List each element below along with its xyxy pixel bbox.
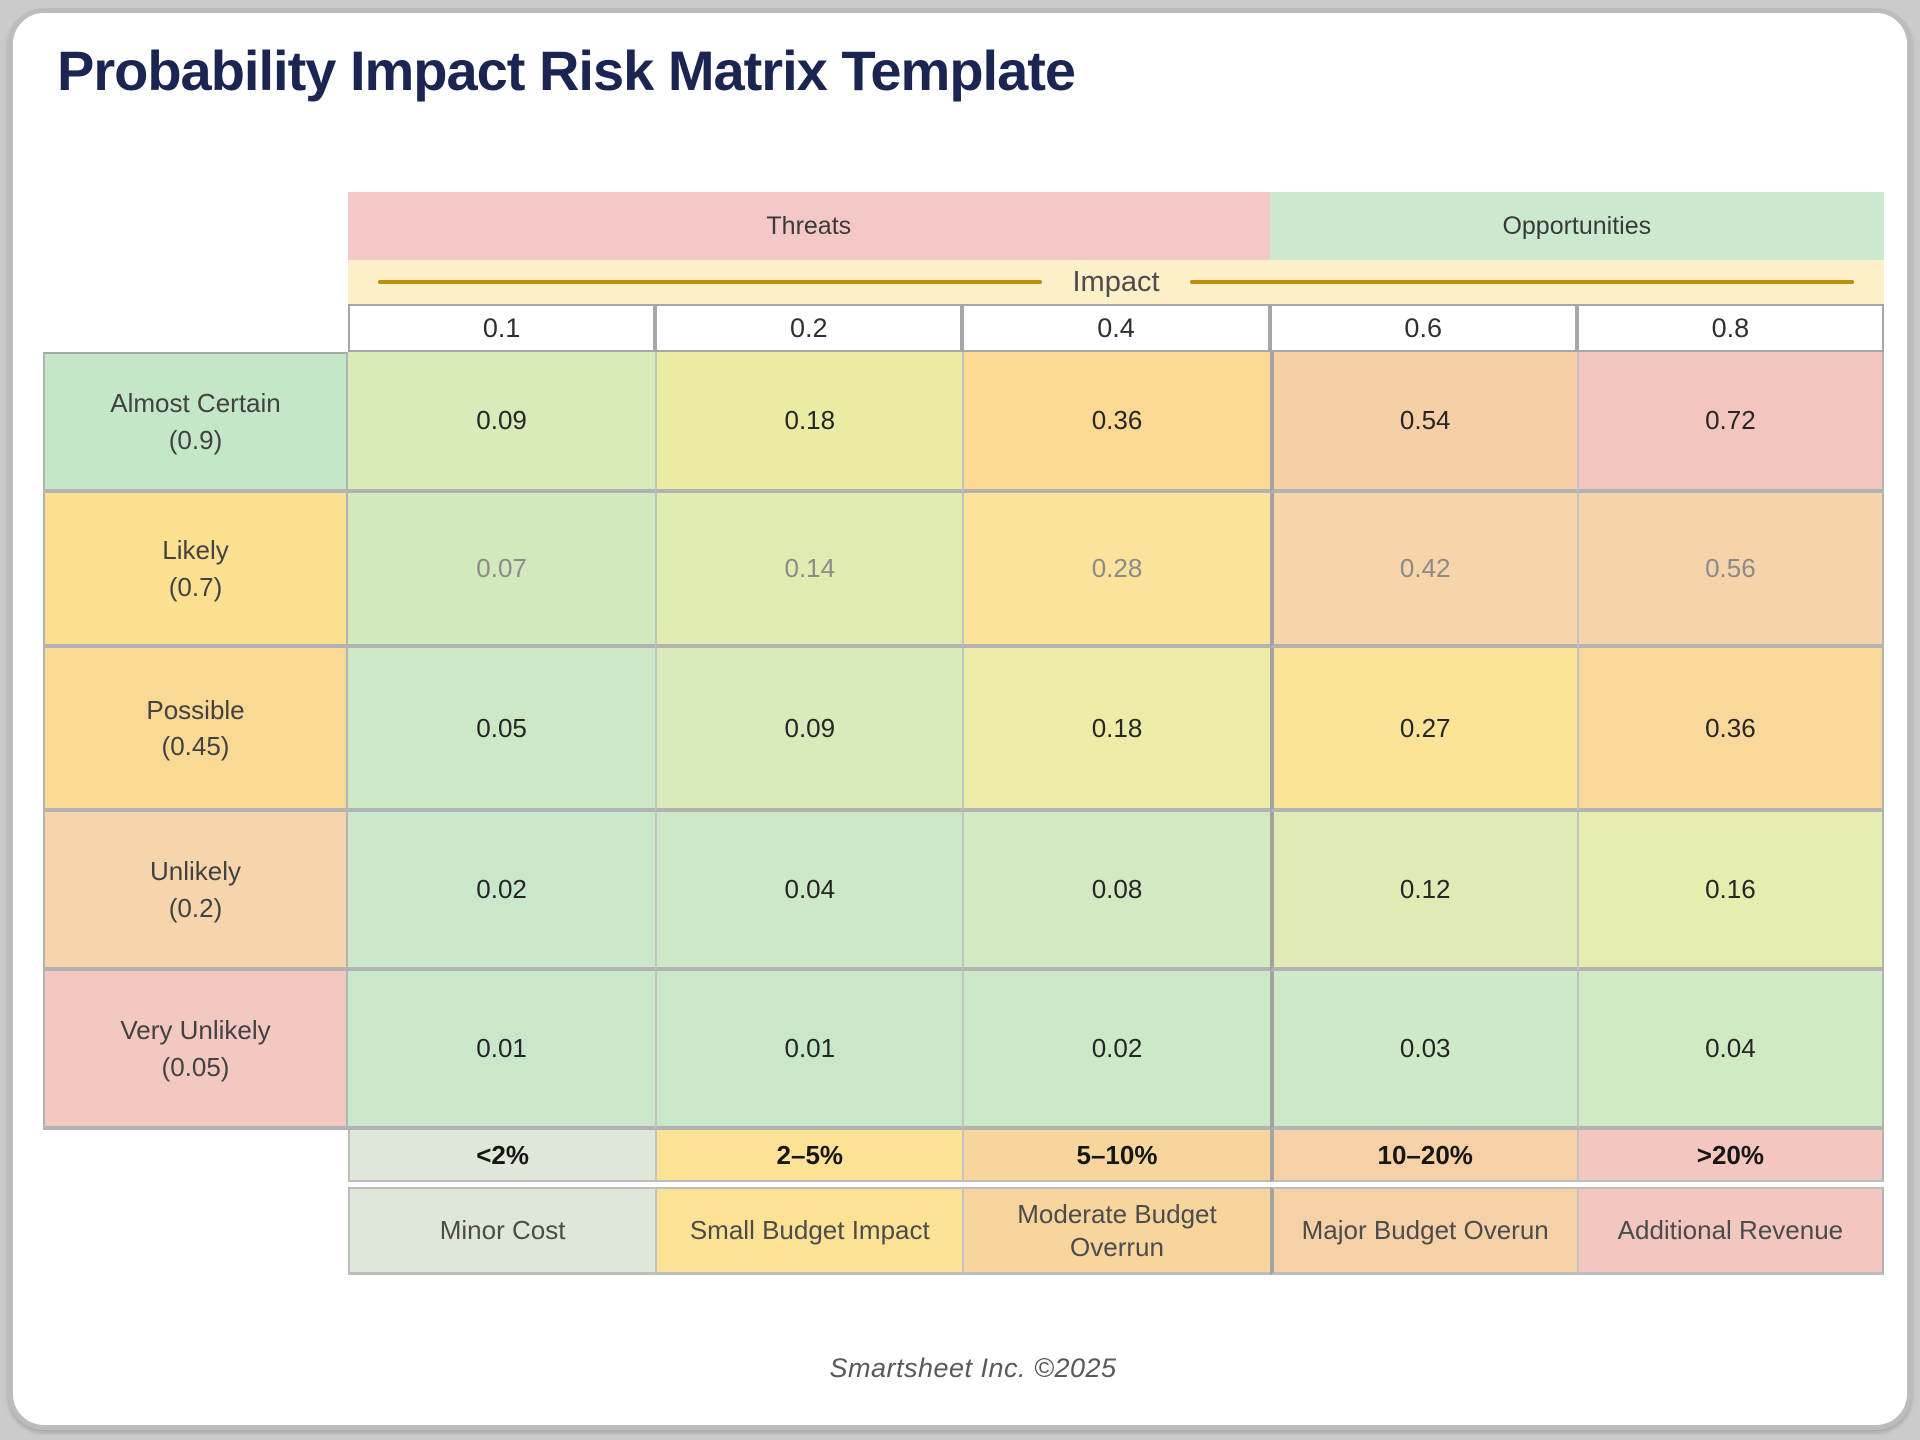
- probability-row-header-2: Likely (0.7): [43, 493, 348, 648]
- risk-score-cell-r2-c2: 0.14: [655, 493, 963, 648]
- risk-score-cell-r4-c4: 0.12: [1269, 812, 1577, 971]
- impact-description-cell-5: Additional Revenue: [1576, 1187, 1884, 1275]
- impact-value-header-5: 0.8: [1576, 304, 1884, 352]
- risk-score-cell-r3-c3: 0.18: [962, 648, 1270, 812]
- risk-score-cell-r5-c2: 0.01: [655, 971, 963, 1130]
- risk-score-cell-r3-c2: 0.09: [655, 648, 963, 812]
- probability-row-header-5: Very Unlikely (0.05): [43, 971, 348, 1130]
- impact-percent-cell-2: 2–5%: [655, 1130, 963, 1182]
- probability-row-value: (0.2): [168, 892, 223, 923]
- impact-value-header-1: 0.1: [348, 304, 656, 352]
- impact-description-cell-1: Minor Cost: [348, 1187, 656, 1275]
- impact-description-cell-2: Small Budget Impact: [655, 1187, 963, 1275]
- page-title: Probability Impact Risk Matrix Template: [57, 39, 1076, 102]
- risk-score-cell-r2-c1: 0.07: [348, 493, 656, 648]
- probability-row-label: Possible: [146, 694, 245, 725]
- opportunities-group-header: Opportunities: [1269, 192, 1884, 260]
- risk-score-cell-r2-c4: 0.42: [1269, 493, 1577, 648]
- risk-score-cell-r4-c1: 0.02: [348, 812, 656, 971]
- impact-percent-cell-1: <2%: [348, 1130, 656, 1182]
- probability-row-header-3: Possible (0.45): [43, 648, 348, 812]
- risk-score-cell-r5-c5: 0.04: [1576, 971, 1884, 1130]
- risk-matrix: Threats Opportunities Impact 0.1 0.2 0.4 0.6 0.…: [43, 192, 1884, 1275]
- impact-axis-banner: Impact: [348, 260, 1884, 304]
- threats-group-header: Threats: [348, 192, 1270, 260]
- probability-row-label: Unlikely: [149, 856, 242, 887]
- probability-row-label: Likely: [162, 535, 229, 566]
- risk-score-cell-r1-c4: 0.54: [1269, 352, 1577, 493]
- impact-description-cell-4: Major Budget Overun: [1269, 1187, 1577, 1275]
- impact-percent-cell-3: 5–10%: [962, 1130, 1270, 1182]
- impact-axis-line-right: [1189, 280, 1854, 284]
- footer-copyright: Smartsheet Inc. ©2025: [829, 1353, 1117, 1383]
- risk-score-cell-r4-c3: 0.08: [962, 812, 1270, 971]
- risk-score-cell-r1-c5: 0.72: [1576, 352, 1884, 493]
- probability-row-value: (0.05): [161, 1051, 230, 1082]
- impact-percent-cell-4: 10–20%: [1269, 1130, 1577, 1182]
- probability-row-header-1: Almost Certain (0.9): [43, 352, 348, 493]
- risk-score-cell-r1-c1: 0.09: [348, 352, 656, 493]
- impact-value-header-3: 0.4: [962, 304, 1270, 352]
- risk-score-cell-r3-c5: 0.36: [1576, 648, 1884, 812]
- impact-value-header-4: 0.6: [1269, 304, 1577, 352]
- probability-row-header-4: Unlikely (0.2): [43, 812, 348, 971]
- risk-score-cell-r3-c4: 0.27: [1269, 648, 1577, 812]
- risk-score-cell-r4-c5: 0.16: [1576, 812, 1884, 971]
- risk-score-cell-r1-c2: 0.18: [655, 352, 963, 493]
- probability-row-label: Very Unlikely: [120, 1015, 271, 1046]
- impact-description-cell-3: Moderate Budget Overrun: [962, 1187, 1270, 1275]
- impact-axis-line-left: [378, 280, 1043, 284]
- risk-score-cell-r5-c3: 0.02: [962, 971, 1270, 1130]
- risk-score-cell-r3-c1: 0.05: [348, 648, 656, 812]
- probability-row-value: (0.9): [168, 424, 223, 455]
- risk-score-cell-r1-c3: 0.36: [962, 352, 1270, 493]
- impact-percent-cell-5: >20%: [1576, 1130, 1884, 1182]
- probability-row-value: (0.7): [168, 571, 223, 602]
- risk-score-cell-r2-c5: 0.56: [1576, 493, 1884, 648]
- impact-value-header-2: 0.2: [655, 304, 963, 352]
- impact-axis-label: Impact: [1072, 265, 1160, 298]
- risk-score-cell-r4-c2: 0.04: [655, 812, 963, 971]
- risk-score-cell-r5-c1: 0.01: [348, 971, 656, 1130]
- risk-score-cell-r2-c3: 0.28: [962, 493, 1270, 648]
- probability-row-value: (0.45): [161, 731, 230, 761]
- probability-row-label: Almost Certain: [110, 388, 281, 419]
- risk-score-cell-r5-c4: 0.03: [1269, 971, 1577, 1130]
